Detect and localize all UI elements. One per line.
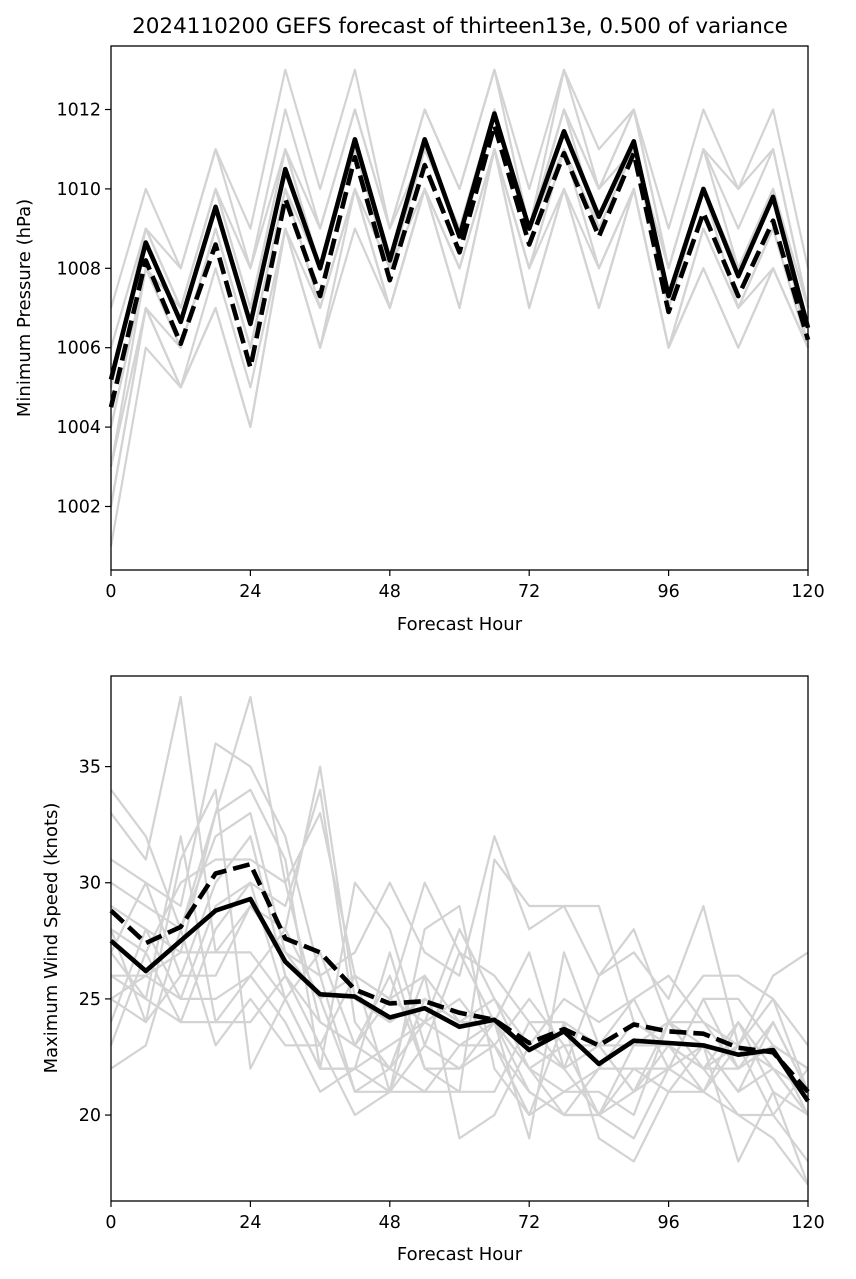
y-tick-labels: 20 25 30 35 [79,758,111,1126]
x-tick-label: 48 [379,582,401,602]
y-axis-label: Maximum Wind Speed (knots) [41,803,62,1074]
member-line [110,835,809,1140]
y-axis-label: Minimum Pressure (hPa) [14,199,35,417]
pressure-panel: 0 24 48 72 96 120 1002 1004 1006 1008 1010 1012 Fo… [14,45,825,635]
x-tick-label: 120 [791,582,824,602]
y-tick-label: 1010 [56,180,101,200]
member-line [109,788,810,1186]
solid-summary-line [108,111,811,381]
x-tick-labels: 0 24 48 72 96 120 [105,1201,825,1233]
x-tick-labels: 0 24 48 72 96 120 [105,570,825,602]
y-tick-labels: 1002 1004 1006 1008 1010 1012 [56,101,111,517]
plot-frame [110,675,809,1202]
member-line [110,835,809,1163]
plot-frame [110,45,809,571]
ensemble-member-lines [109,695,810,1186]
summary-lines [108,111,811,408]
summary-lines [109,861,810,1103]
x-tick-label: 96 [657,1213,679,1233]
y-tick-label: 30 [79,874,101,894]
y-tick-label: 1004 [56,418,101,438]
y-tick-label: 1002 [56,497,101,517]
x-tick-label: 96 [657,582,679,602]
figure-title: 2024110200 GEFS forecast of thirteen13e,… [132,14,788,39]
x-tick-label: 24 [239,1213,261,1233]
solid-summary-line [109,896,810,1103]
x-tick-label: 0 [105,1213,116,1233]
member-line [110,881,809,1117]
y-tick-label: 1006 [56,339,101,359]
member-line [111,788,810,1140]
x-tick-label: 72 [518,1213,540,1233]
member-line [109,148,810,507]
member-line [110,928,809,1186]
y-tick-label: 25 [79,990,101,1010]
x-tick-label: 0 [105,582,116,602]
x-tick-label: 24 [239,582,261,602]
y-tick-label: 20 [79,1106,101,1126]
x-axis-label: Forecast Hour [397,614,523,635]
x-tick-label: 72 [518,582,540,602]
y-tick-label: 1008 [56,259,101,279]
member-line [109,148,810,507]
x-axis-label: Forecast Hour [397,1244,523,1265]
y-tick-label: 1012 [56,101,101,121]
wind-panel: 0 24 48 72 96 120 20 25 30 35 Forecast Hour Maxi… [41,675,825,1265]
member-line [109,928,809,1117]
x-tick-label: 48 [379,1213,401,1233]
member-line [110,811,809,1070]
x-tick-label: 120 [791,1213,824,1233]
member-line [109,148,810,547]
ensemble-member-lines [109,68,810,547]
y-tick-label: 35 [79,758,101,778]
dashed-summary-line [108,123,811,408]
dashed-summary-line [109,861,810,1094]
